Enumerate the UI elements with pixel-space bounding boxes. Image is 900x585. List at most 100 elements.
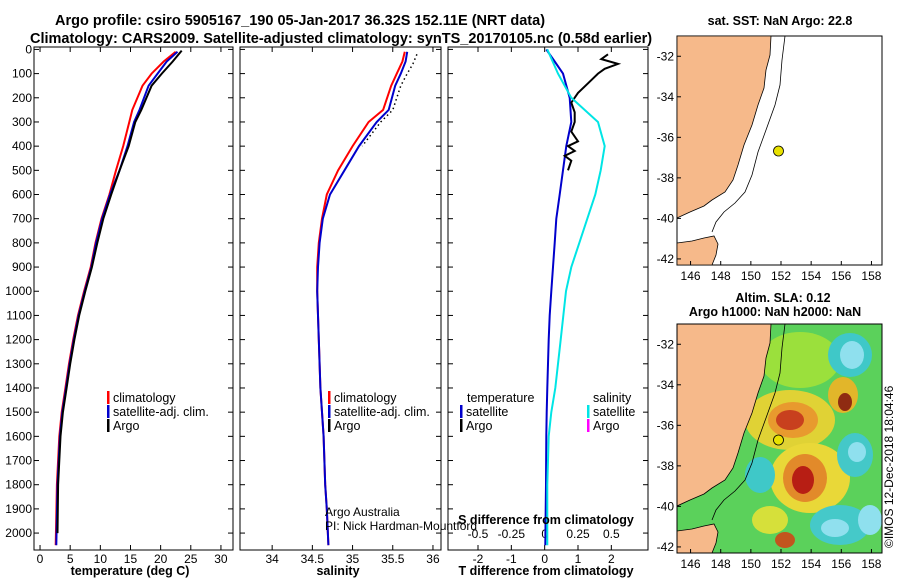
sst-map: sat. SST: NaN Argo: 22.8 -32 -34 -36 -38 -40… <box>657 14 883 283</box>
x-tick-label: 30 <box>214 552 228 566</box>
depth-tick-label: 1900 <box>5 502 32 516</box>
legend-t-argo-swatch <box>460 419 463 432</box>
legend-t-satellite-swatch <box>460 405 463 418</box>
series-line-temperature-argo <box>562 53 622 171</box>
depth-tick-label: 1700 <box>5 454 32 468</box>
map-lon-label: 152 <box>771 269 791 283</box>
temperature-ticks: 0 5 10 15 20 25 30 <box>37 47 228 566</box>
sst-land-mainland <box>676 35 772 219</box>
x-tick-label: 2 <box>608 552 615 566</box>
temperature-xlabel: temperature (deg C) <box>71 564 190 578</box>
depth-tick-label: 1000 <box>5 284 32 298</box>
salinity-panel: 34 34.5 35 35.5 36 salinity climatology sate… <box>239 46 477 578</box>
salinity-depth-ticks <box>240 48 441 534</box>
map-lat-label: -38 <box>657 459 675 473</box>
sst-map-ticks: -32 -34 -36 -38 -40 -42 146 148 150 152 154 156 158 <box>657 49 882 283</box>
title-line-2: Climatology: CARS2009. Satellite-adjuste… <box>30 31 652 47</box>
depth-tick-label: 1800 <box>5 478 32 492</box>
map-lon-label: 158 <box>861 269 881 283</box>
difference-depth-ticks <box>448 48 648 534</box>
sst-land-tasmania <box>676 235 719 266</box>
series-line-satellite-adj-clim- <box>316 51 409 546</box>
s-tick-label: -0.5 <box>468 527 489 541</box>
x-tick-label: 20 <box>154 552 168 566</box>
legend-climatology: climatology <box>113 391 176 405</box>
sla-map-frame <box>676 323 883 554</box>
legend-argo: Argo <box>113 419 139 433</box>
depth-tick-label: 300 <box>12 115 32 129</box>
salinity-ticks: 34 34.5 35 35.5 36 <box>265 47 440 566</box>
legend-satellite-swatch <box>328 405 331 418</box>
map-lon-label: 148 <box>711 269 731 283</box>
salinity-legend: climatology satellite-adj. clim. Argo <box>328 391 430 433</box>
series-line-climatology <box>316 51 406 546</box>
x-tick-label: 34 <box>265 552 279 566</box>
legend-s-argo: Argo <box>593 419 619 433</box>
map-lat-label: -40 <box>657 211 675 225</box>
map-lat-label: -42 <box>657 540 675 554</box>
map-lon-label: 146 <box>681 269 701 283</box>
map-lat-label: -32 <box>657 337 675 351</box>
sla-map-title-2: Argo h1000: NaN h2000: NaN <box>689 305 861 319</box>
legend-s-argo-swatch <box>587 419 590 432</box>
map-lat-label: -38 <box>657 171 675 185</box>
map-lat-label: -32 <box>657 49 675 63</box>
legend-satellite: satellite-adj. clim. <box>334 405 430 419</box>
difference-lines <box>544 48 622 546</box>
s-tick-label: 0.5 <box>603 527 620 541</box>
depth-tick-label: 500 <box>12 163 32 177</box>
x-tick-label: 34.5 <box>301 552 325 566</box>
map-lon-label: 158 <box>861 557 881 571</box>
depth-tick-label: 200 <box>12 91 32 105</box>
legend-climatology: climatology <box>334 391 397 405</box>
legend-salinity-title: salinity <box>593 391 632 405</box>
sla-field <box>677 324 882 553</box>
map-lon-label: 154 <box>801 269 821 283</box>
x-tick-label: 35 <box>346 552 360 566</box>
legend-argo-swatch <box>328 419 331 432</box>
map-lon-label: 154 <box>801 557 821 571</box>
title-line-1: Argo profile: csiro 5905167_190 05-Jan-2… <box>55 13 545 29</box>
depth-tick-label: 600 <box>12 188 32 202</box>
map-lon-label: 156 <box>831 557 851 571</box>
map-lat-label: -34 <box>657 90 675 104</box>
depth-tick-label: 2000 <box>5 526 32 540</box>
map-lon-label: 156 <box>831 269 851 283</box>
depth-tick-label: 1300 <box>5 357 32 371</box>
sla-argo-marker <box>773 434 784 446</box>
x-tick-label: 10 <box>94 552 108 566</box>
depth-tick-label: 1200 <box>5 333 32 347</box>
s-tick-label: -0.25 <box>498 527 526 541</box>
x-tick-label: 0 <box>541 552 548 566</box>
x-tick-label: -1 <box>506 552 517 566</box>
credit-pi: PI: Nick Hardman-Mountford <box>325 519 477 533</box>
map-lon-label: 150 <box>741 269 761 283</box>
depth-tick-label: 100 <box>12 67 32 81</box>
difference-panel: -2 -1 0 1 2 -0.5 -0.25 0 0.25 0.5 S difference f… <box>447 46 649 578</box>
depth-tick-label: 1100 <box>6 308 32 322</box>
sla-map-title-1: Altim. SLA: 0.12 <box>735 291 830 305</box>
legend-satellite-swatch <box>107 405 110 418</box>
depth-ticks: 0 100 200 300 400 500 600 700 800 900 1000 1100 1200… <box>5 42 233 540</box>
sla-map: Altim. SLA: 0.12 Argo h1000: NaN h2000: … <box>657 291 883 571</box>
depth-tick-label: 800 <box>12 236 32 250</box>
series-line-temperature-satellite <box>544 48 573 546</box>
depth-tick-label: 900 <box>12 260 32 274</box>
sla-map-ticks: -32 -34 -36 -38 -40 -42 146 148 150 152 154 156 158 <box>657 337 882 571</box>
map-lon-label: 148 <box>711 557 731 571</box>
s-difference-ticks: -0.5 -0.25 0 0.25 0.5 <box>468 527 620 541</box>
series-line-salinity-satellite <box>546 48 606 546</box>
map-lat-label: -34 <box>657 378 675 392</box>
depth-tick-label: 1600 <box>5 429 32 443</box>
s-difference-label: S difference from climatology <box>458 513 634 527</box>
legend-s-satellite: satellite <box>593 405 635 419</box>
legend-s-satellite-swatch <box>587 405 590 418</box>
difference-axes <box>447 46 649 551</box>
legend-temperature-title: temperature <box>467 391 534 405</box>
legend-argo-swatch <box>107 419 110 432</box>
legend-argo: Argo <box>334 419 360 433</box>
temperature-panel: 0100200300400500600700800900100011001200… <box>5 42 234 578</box>
sst-map-title: sat. SST: NaN Argo: 22.8 <box>708 14 853 28</box>
t-difference-label: T difference from climatology <box>458 564 633 578</box>
depth-tick-label: 700 <box>12 212 32 226</box>
